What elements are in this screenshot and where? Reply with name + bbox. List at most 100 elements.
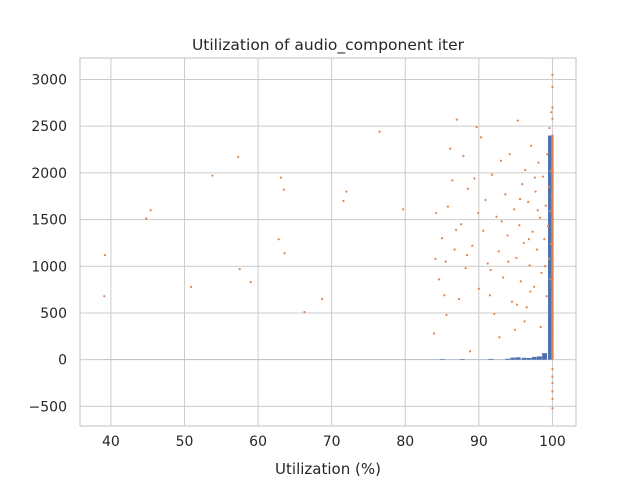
data-point bbox=[524, 168, 527, 172]
data-point bbox=[538, 216, 542, 219]
data-point bbox=[489, 268, 492, 272]
data-point bbox=[539, 325, 542, 329]
data-point bbox=[518, 197, 522, 201]
y-tick-label: 0 bbox=[58, 353, 67, 369]
data-point bbox=[516, 303, 519, 306]
data-point bbox=[550, 194, 553, 197]
data-point bbox=[551, 181, 554, 184]
data-point bbox=[491, 173, 494, 176]
data-point bbox=[543, 265, 547, 268]
data-point bbox=[455, 118, 458, 121]
data-point bbox=[551, 73, 554, 76]
data-point bbox=[551, 330, 554, 333]
data-point bbox=[547, 185, 550, 188]
data-point bbox=[435, 211, 438, 215]
data-point bbox=[551, 349, 554, 352]
histogram-bar bbox=[548, 135, 553, 360]
data-point bbox=[486, 262, 489, 265]
data-point bbox=[548, 126, 551, 130]
data-point bbox=[466, 187, 469, 190]
data-point bbox=[551, 397, 554, 401]
data-point bbox=[551, 85, 554, 89]
data-point bbox=[440, 237, 444, 240]
data-point bbox=[530, 144, 533, 147]
data-point bbox=[283, 252, 286, 255]
data-point bbox=[551, 274, 554, 277]
data-point bbox=[513, 208, 516, 211]
data-point bbox=[548, 210, 551, 213]
data-point bbox=[145, 217, 148, 220]
y-tick-labels: −500 0 500 1000 1500 2000 2500 3000 bbox=[29, 72, 67, 415]
data-point bbox=[277, 238, 280, 241]
data-point bbox=[551, 367, 554, 371]
data-point bbox=[238, 267, 241, 271]
data-point bbox=[529, 290, 532, 293]
data-point bbox=[453, 248, 456, 251]
data-point bbox=[345, 190, 348, 193]
histogram-bar bbox=[536, 356, 542, 360]
data-point bbox=[443, 294, 446, 297]
data-point bbox=[237, 155, 240, 159]
data-point bbox=[549, 242, 553, 245]
data-point bbox=[522, 241, 525, 245]
data-point bbox=[434, 257, 437, 260]
data-point bbox=[550, 111, 553, 114]
data-point bbox=[498, 336, 501, 339]
data-point bbox=[546, 153, 549, 156]
data-point bbox=[527, 200, 530, 203]
data-point bbox=[464, 267, 467, 270]
data-point bbox=[551, 237, 554, 240]
data-point bbox=[279, 176, 283, 179]
histogram-bar bbox=[521, 357, 527, 360]
histogram-bar bbox=[439, 359, 445, 360]
x-tick-label: 100 bbox=[539, 434, 566, 450]
y-tick-label: −500 bbox=[29, 399, 67, 415]
x-tick-label: 90 bbox=[470, 434, 488, 450]
x-tick-label: 60 bbox=[249, 434, 267, 450]
data-point bbox=[249, 281, 252, 284]
data-point bbox=[465, 253, 469, 257]
data-point bbox=[493, 312, 496, 316]
data-point bbox=[508, 153, 511, 156]
data-point bbox=[451, 179, 454, 182]
data-point bbox=[537, 161, 540, 164]
data-point bbox=[544, 204, 547, 207]
data-point bbox=[504, 193, 507, 196]
data-point bbox=[540, 271, 543, 274]
data-point bbox=[536, 209, 539, 212]
data-point bbox=[519, 280, 522, 283]
histogram-bar bbox=[515, 357, 521, 360]
data-point bbox=[551, 199, 554, 203]
data-point bbox=[545, 295, 548, 298]
data-point bbox=[103, 295, 106, 298]
data-point bbox=[303, 310, 306, 314]
data-point bbox=[533, 176, 536, 179]
data-point bbox=[444, 260, 447, 263]
data-point bbox=[551, 148, 554, 151]
data-point bbox=[475, 126, 478, 129]
y-tick-label: 2000 bbox=[31, 166, 67, 182]
y-tick-label: 500 bbox=[40, 306, 67, 322]
data-point bbox=[432, 332, 436, 335]
data-point bbox=[551, 375, 554, 378]
data-point bbox=[507, 260, 510, 263]
data-point bbox=[551, 293, 554, 296]
data-point bbox=[541, 175, 544, 178]
data-point bbox=[211, 174, 214, 177]
histogram-bar bbox=[488, 358, 494, 360]
grid-lines bbox=[80, 58, 576, 426]
data-point bbox=[551, 134, 554, 137]
histogram-bar bbox=[505, 358, 511, 360]
data-point bbox=[462, 154, 465, 158]
data-point bbox=[468, 350, 472, 353]
data-point bbox=[477, 287, 480, 290]
y-tick-label: 2500 bbox=[31, 119, 67, 135]
histogram-bar bbox=[531, 356, 537, 360]
data-point bbox=[551, 106, 554, 109]
x-tick-label: 70 bbox=[323, 434, 341, 450]
data-point bbox=[506, 234, 509, 237]
data-point bbox=[342, 199, 345, 203]
data-point bbox=[551, 162, 554, 165]
chart-title: Utilization of audio_component iter bbox=[192, 36, 465, 55]
data-point bbox=[484, 198, 487, 202]
